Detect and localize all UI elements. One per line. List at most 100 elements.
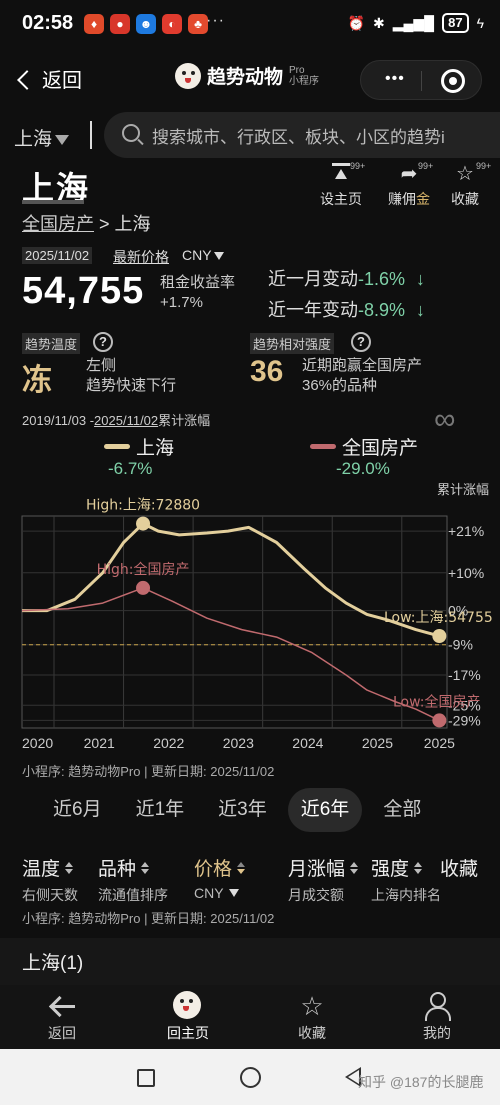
latest-price-value: 54,755 xyxy=(22,270,145,312)
temperature-help-icon[interactable]: ? xyxy=(93,332,113,352)
y-tick-label: -9% xyxy=(448,637,473,653)
sort-arrows-icon xyxy=(65,861,74,874)
app-notification-icon: ☻ xyxy=(136,14,156,34)
tab-favorites[interactable]: ☆ 收藏 xyxy=(272,991,352,1043)
period-tab-1y[interactable]: 近1年 xyxy=(135,799,185,820)
person-icon xyxy=(424,991,451,1021)
set-homepage-button[interactable]: 99+ 设主页 xyxy=(312,161,370,209)
tab-mine[interactable]: 我的 xyxy=(397,991,477,1043)
x-tick-label: 2020 xyxy=(22,735,53,751)
currency-label: CNY xyxy=(182,247,212,263)
rental-yield: 租金收益率 +1.7% xyxy=(160,273,235,313)
more-notifications-icon: ··· xyxy=(206,12,225,29)
period-tab-6m[interactable]: 近6月 xyxy=(53,799,102,820)
y-tick-label: 0% xyxy=(448,603,468,619)
breadcrumb-current: 上海 xyxy=(114,214,151,234)
alarm-icon: ⏰ xyxy=(347,14,365,31)
year-change-value: -8.9% xyxy=(358,300,406,320)
annotation-label: Low:全国房产 xyxy=(393,693,481,710)
sort-variety-sub: 流通值排序 xyxy=(98,887,168,903)
list-section: 上海(1) xyxy=(0,938,500,986)
capsule-divider xyxy=(421,71,422,91)
x-tick-label: 2021 xyxy=(84,735,115,751)
legend-name-national: 全国房产 xyxy=(342,438,419,459)
city-selector[interactable]: 上海 xyxy=(14,124,70,151)
set-homepage-badge: 99+ xyxy=(350,161,366,171)
tab-favorites-label: 收藏 xyxy=(298,1025,326,1041)
legend-shanghai[interactable]: 上海 xyxy=(104,433,174,460)
annotation-point xyxy=(432,629,447,644)
more-menu-button[interactable]: ••• xyxy=(385,70,405,87)
system-back-button[interactable] xyxy=(345,1067,361,1087)
period-tab-all[interactable]: 全部 xyxy=(383,799,422,820)
annotation-label: High:上海:72880 xyxy=(86,498,200,514)
x-tick-label: 2024 xyxy=(292,735,323,751)
mini-program-nav-bar: 返回 趋势动物 Pro 小程序 ••• xyxy=(0,50,500,104)
series-line-national xyxy=(21,587,440,722)
legend-swatch-shanghai xyxy=(104,444,130,449)
sort-strength[interactable]: 强度 上海内排名 xyxy=(371,854,441,905)
triangle-down-icon xyxy=(228,889,239,897)
search-placeholder: 搜索城市、行政区、板块、小区的趋势i xyxy=(152,128,445,147)
sort-monthly-gain[interactable]: 月涨幅 月成交额 xyxy=(288,854,359,905)
period-tab-6y[interactable]: 近6年 xyxy=(287,788,363,832)
sort-temperature[interactable]: 温度 右侧天数 xyxy=(22,854,78,905)
triangle-down-icon xyxy=(213,252,224,260)
back-button[interactable]: 返回 xyxy=(17,64,82,93)
charging-icon: ϟ xyxy=(476,15,484,31)
currency-selector[interactable]: CNY xyxy=(182,247,224,263)
search-icon xyxy=(122,124,140,142)
tab-home-label: 回主页 xyxy=(167,1025,209,1041)
tab-home[interactable]: 回主页 xyxy=(148,991,228,1043)
triangle-down-icon xyxy=(55,135,70,145)
share-icon: ➦ xyxy=(400,163,418,185)
legend-national[interactable]: 全国房产 xyxy=(310,433,418,460)
annotation-label: Low:上海:54755 xyxy=(384,610,493,626)
series-line-shanghai xyxy=(22,522,440,638)
mini-program-avatar xyxy=(175,62,201,89)
pro-label: Pro xyxy=(289,64,305,76)
range-end[interactable]: 2025/11/02 xyxy=(94,413,159,428)
search-input[interactable]: 搜索城市、行政区、板块、小区的趋势i xyxy=(104,112,500,158)
sort-price-sub: CNY xyxy=(194,885,224,901)
app-notification-icon: ● xyxy=(110,14,130,34)
infinity-icon[interactable]: ∞ xyxy=(434,403,456,436)
month-change-label: 近一月变动 xyxy=(268,269,358,289)
system-navigation-bar xyxy=(0,1049,500,1105)
home-button[interactable] xyxy=(240,1067,261,1088)
strength-help-icon[interactable]: ? xyxy=(351,332,371,352)
star-outline-icon: ☆ xyxy=(300,991,324,1021)
close-mini-program-button[interactable] xyxy=(441,69,465,93)
notification-icons: ♦ ● ☻ ◐ ♣ xyxy=(84,14,208,34)
list-group-title[interactable]: 上海(1) xyxy=(22,953,84,974)
sort-monthly-gain-label: 月涨幅 xyxy=(288,859,346,880)
cumulative-return-chart[interactable]: +21% +10% 0% -9% -17% -25%-29% 累计涨幅 2020 2021 202… xyxy=(0,478,500,778)
x-tick-label: 2025 xyxy=(362,735,393,751)
sort-arrows-icon xyxy=(141,861,150,874)
sort-temperature-sub: 右侧天数 xyxy=(22,887,78,903)
favorite-button[interactable]: ☆ 99+ 收藏 xyxy=(444,161,491,209)
back-label: 返回 xyxy=(42,70,82,92)
legend-swatch-national xyxy=(310,444,336,449)
sort-variety-label: 品种 xyxy=(98,859,137,880)
earn-commission-button[interactable]: ➦ 99+ 赚佣金 xyxy=(378,161,440,209)
range-suffix: 累计涨幅 xyxy=(158,413,211,428)
y-tick-label: -17% xyxy=(448,667,481,683)
sort-price-label: 价格 xyxy=(194,859,233,880)
y-tick-label: +21% xyxy=(448,523,484,539)
breadcrumb-parent-link[interactable]: 全国房产 xyxy=(22,214,94,234)
sort-price[interactable]: 价格 CNY xyxy=(194,854,246,901)
sort-monthly-gain-sub: 月成交额 xyxy=(288,887,344,903)
y-axis-label: 累计涨幅 xyxy=(437,483,489,498)
sort-price-sub-wrap[interactable]: CNY xyxy=(194,885,245,901)
temperature-desc-line2: 趋势快速下行 xyxy=(86,377,177,394)
earn-commission-badge: 99+ xyxy=(418,161,434,171)
sort-variety[interactable]: 品种 流通值排序 xyxy=(98,854,168,905)
sort-strength-sub: 上海内排名 xyxy=(371,887,441,903)
divider xyxy=(90,121,92,149)
period-tab-3y[interactable]: 近3年 xyxy=(218,799,267,820)
recent-apps-button[interactable] xyxy=(137,1069,155,1087)
tab-back[interactable]: 返回 xyxy=(22,991,102,1043)
sort-favorite[interactable]: 收藏 xyxy=(440,854,478,885)
year-change-label: 近一年变动 xyxy=(268,300,358,320)
